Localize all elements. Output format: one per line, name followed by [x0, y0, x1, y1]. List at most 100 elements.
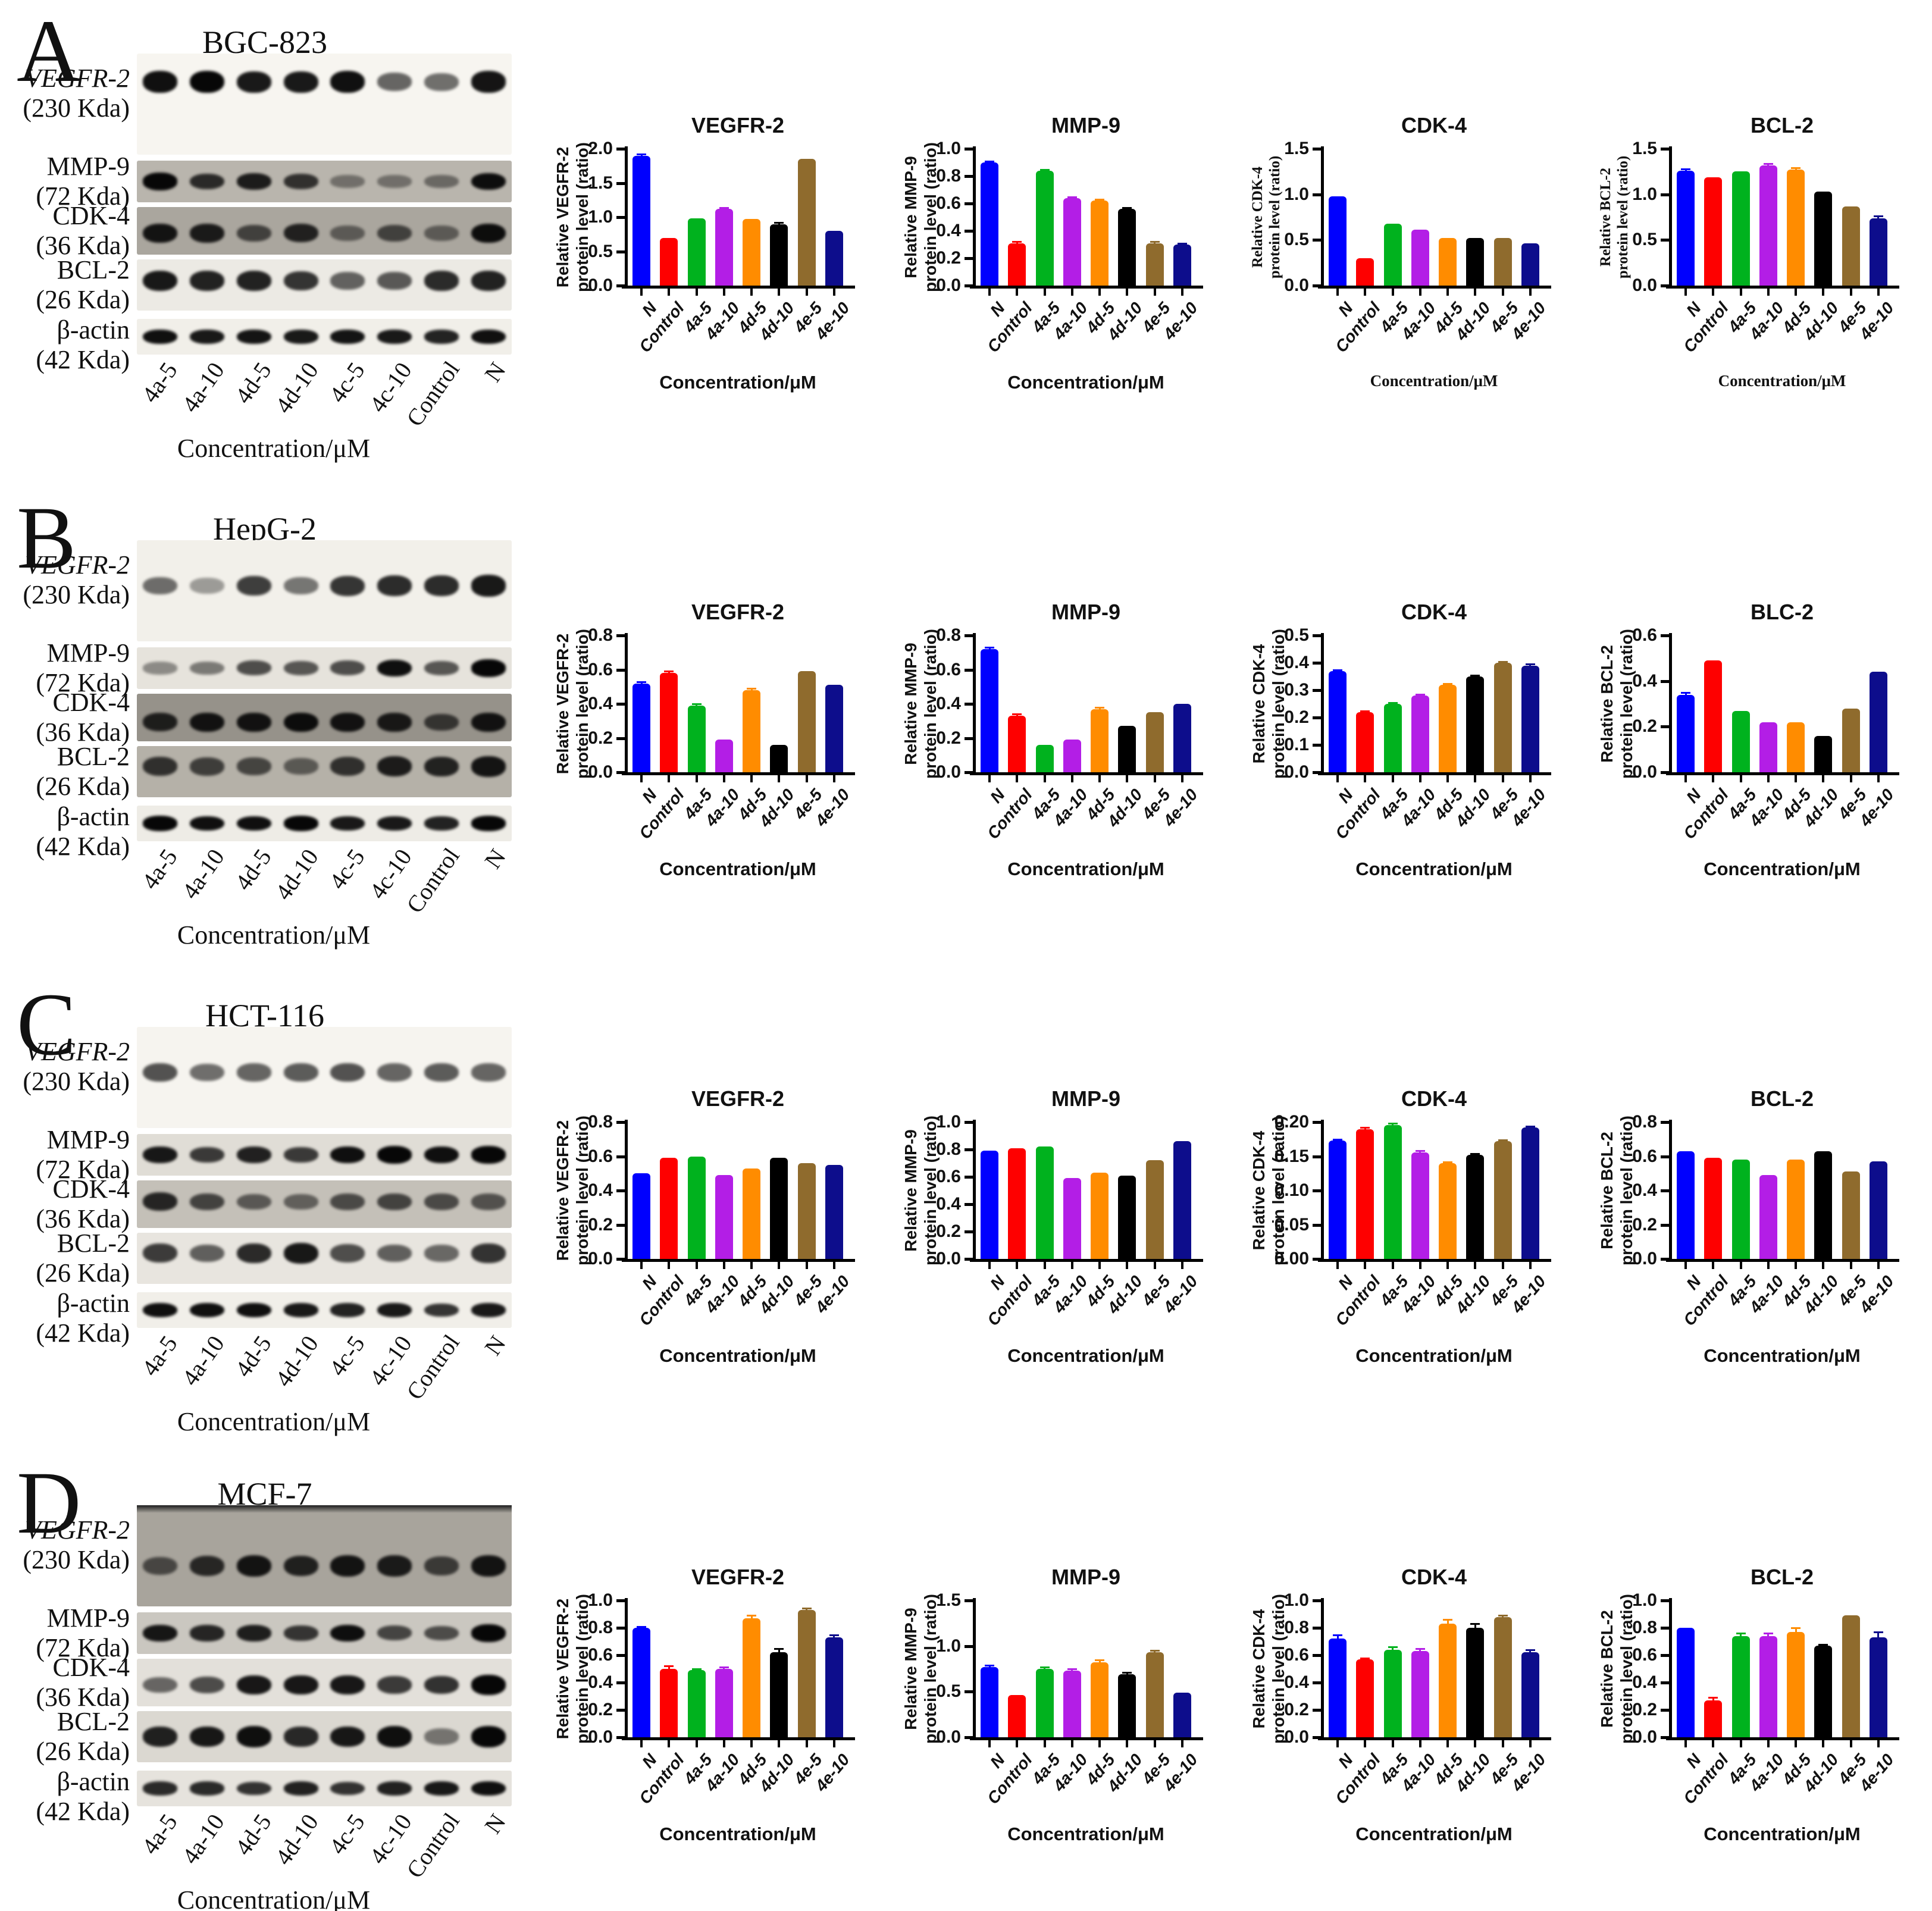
y-tick-label: 0.4 — [1632, 671, 1657, 691]
x-tick — [832, 775, 835, 782]
y-tick-label: 0.0 — [1284, 275, 1309, 295]
error-bar-cap — [637, 153, 647, 156]
x-tick — [1419, 289, 1421, 296]
chart-title: VEGFR-2 — [691, 113, 785, 137]
blot-strip-VEGFR-2 — [137, 54, 512, 155]
protein-mass: (72 Kda) — [36, 1155, 130, 1184]
bar-4d-5 — [1439, 1624, 1457, 1737]
error-bar-cap — [1012, 713, 1022, 716]
x-tick — [750, 289, 753, 296]
x-tick — [640, 1740, 643, 1747]
error-bar — [1822, 1644, 1824, 1647]
blot-band — [377, 1726, 412, 1747]
error-bar-cap — [1039, 168, 1050, 171]
bar-4e-10 — [1173, 704, 1191, 772]
y-tick-label: 0.4 — [936, 1194, 961, 1214]
bar-Control — [1356, 1659, 1374, 1737]
y-tick — [616, 216, 625, 219]
y-tick — [616, 1599, 625, 1602]
blot-band — [471, 1063, 506, 1082]
error-bar-cap — [1443, 682, 1453, 685]
y-axis-label-line1: Relative MMP-9 — [901, 1608, 920, 1730]
x-tick — [1877, 1262, 1880, 1269]
y-tick-label: 0.0 — [1632, 762, 1657, 782]
y-tick-label: 1.0 — [1632, 184, 1657, 204]
blot-band — [471, 712, 506, 732]
y-tick-label: 0.4 — [588, 1672, 613, 1692]
y-tick — [965, 1690, 973, 1694]
error-bar-cap — [1470, 1623, 1480, 1625]
blot-row-label: BCL-2 (26 Kda) — [0, 1229, 130, 1288]
chart-C-MMP-9: MMP-9 0.0 0.2 0.4 0.6 0.8 1.0 Relative MMP-9 pro… — [893, 973, 1226, 1378]
x-axis-label: Concentration/μM — [659, 1824, 816, 1844]
chart-D-MMP-9: MMP-9 0.0 0.5 1.0 1.5 Relative MMP-9 protein l… — [893, 1452, 1226, 1856]
blot-band — [377, 225, 412, 242]
bar-Control — [1704, 1700, 1723, 1737]
bar-N — [632, 1628, 651, 1737]
x-tick — [1419, 1740, 1421, 1747]
y-tick-label: 0.6 — [936, 193, 961, 213]
panel-B: B HepG-2 VEGFR-2 (230 Kda) MMP-9 (72 Kda) CDK-… — [0, 487, 1932, 975]
error-bar — [668, 671, 670, 675]
x-tick — [1153, 775, 1156, 782]
blot-band — [330, 660, 365, 676]
bar-Control — [1704, 660, 1723, 772]
x-tick — [668, 289, 671, 296]
blot-band — [330, 272, 365, 290]
bar-4d-5 — [1091, 709, 1109, 772]
blot-band — [283, 1675, 318, 1695]
bar-N — [981, 1666, 999, 1737]
y-axis-label-line1: Relative MMP-9 — [901, 156, 920, 278]
x-tick — [1684, 1262, 1687, 1269]
y-tick — [1661, 634, 1669, 637]
bar-Control — [1704, 177, 1723, 286]
blot-band — [190, 1726, 225, 1747]
bar-4e-10 — [1869, 218, 1887, 286]
error-bar-cap — [1388, 1123, 1398, 1125]
y-tick — [1661, 1709, 1669, 1712]
y-axis — [1321, 146, 1324, 289]
protein-mass: (36 Kda) — [36, 1204, 130, 1233]
bar-4e-5 — [1493, 1616, 1512, 1737]
blot-band — [377, 175, 412, 188]
x-tick — [640, 289, 643, 296]
x-tick — [1474, 1740, 1477, 1747]
error-bar — [1392, 702, 1394, 706]
bar-4a-5 — [1035, 1146, 1054, 1259]
y-tick — [1661, 239, 1669, 242]
blot-band — [424, 225, 459, 241]
chart-title: VEGFR-2 — [691, 1565, 785, 1589]
blot-x-axis-label: Concentration/μM — [177, 1885, 371, 1911]
y-axis-label-line2: protein level (ratio) — [573, 142, 591, 293]
bar-Control — [1008, 1695, 1026, 1737]
x-tick — [988, 1740, 991, 1747]
x-axis — [622, 1737, 855, 1740]
bar-4d-10 — [1814, 1151, 1833, 1259]
x-tick — [1153, 1262, 1156, 1269]
y-axis-label: Relative BCL-2 protein level (ratio) — [1597, 603, 1637, 805]
x-tick — [1877, 289, 1880, 296]
y-tick-label: 0.2 — [936, 1221, 961, 1241]
blot-band — [471, 1624, 506, 1642]
protein-name: β-actin — [57, 315, 130, 344]
y-tick — [616, 1189, 625, 1192]
error-bar-cap — [774, 1647, 784, 1650]
bar-4e-10 — [1869, 1161, 1887, 1259]
blot-band — [424, 1556, 459, 1575]
blot-band — [283, 224, 318, 243]
x-tick — [1153, 289, 1156, 296]
x-tick — [695, 1262, 698, 1269]
y-tick-label: 0.0 — [588, 275, 613, 295]
bar-4a-10 — [1411, 696, 1429, 772]
x-tick — [1877, 775, 1880, 782]
blot-band — [424, 1728, 459, 1745]
x-tick — [1474, 775, 1477, 782]
x-tick — [1849, 1262, 1852, 1269]
error-bar — [1419, 1648, 1421, 1654]
bar-N — [1677, 1628, 1695, 1737]
x-tick — [1795, 775, 1798, 782]
x-tick — [1070, 1740, 1073, 1747]
protein-name: BCL-2 — [57, 1229, 130, 1258]
y-tick-label: 1.5 — [1284, 139, 1309, 158]
